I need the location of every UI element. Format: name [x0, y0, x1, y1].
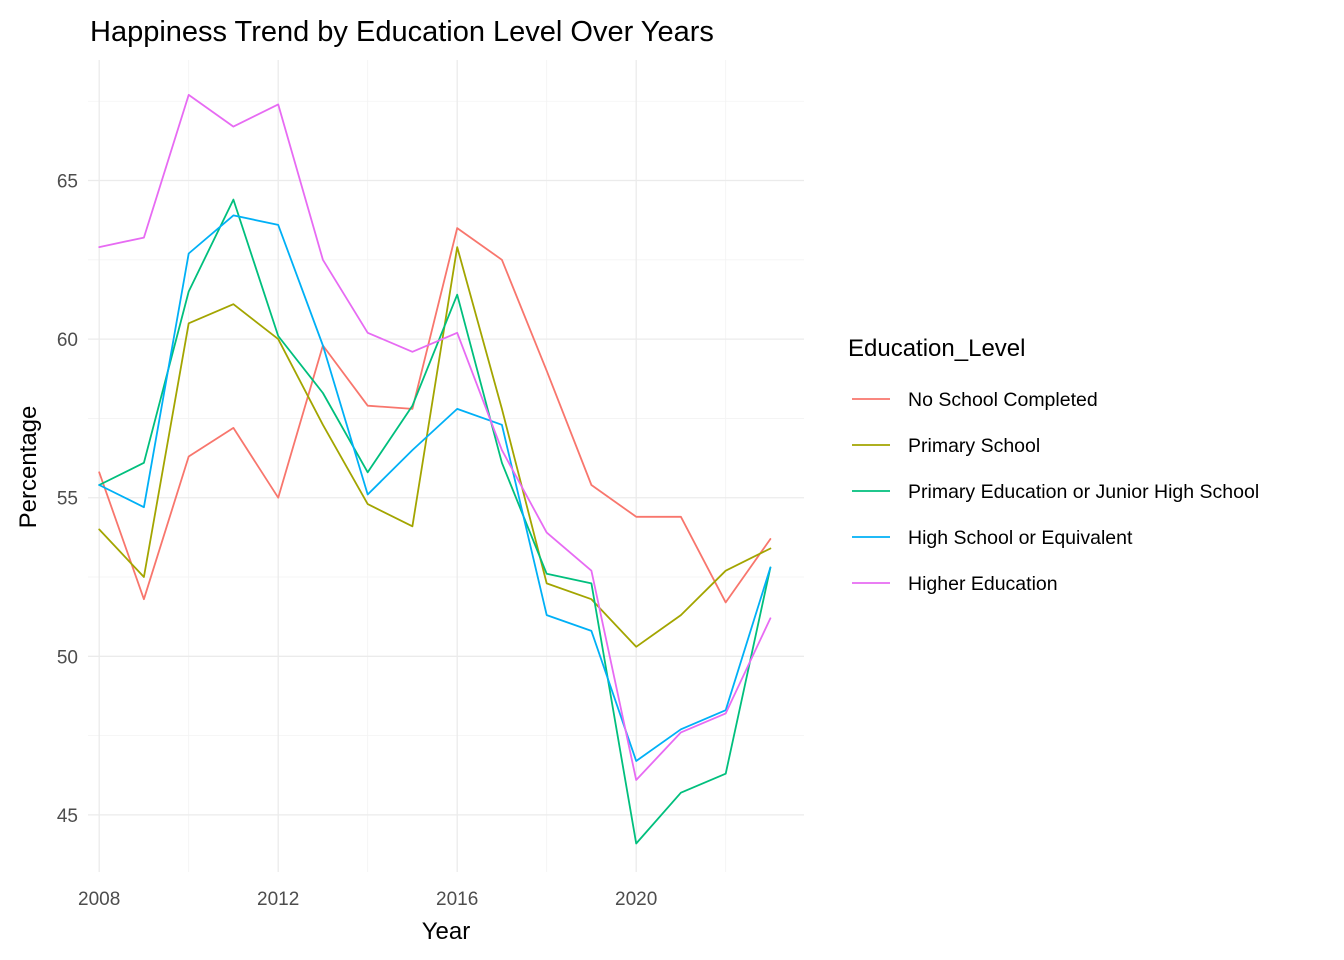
- legend: Education_Level No School Completed Prima…: [848, 335, 1259, 595]
- y-tick-label: 50: [57, 647, 78, 668]
- y-tick-label: 60: [57, 330, 78, 351]
- x-tick-label: 2016: [436, 889, 478, 910]
- legend-label-no-school-completed: No School Completed: [908, 389, 1098, 411]
- legend-label-primary-education-or-junior-high-school: Primary Education or Junior High School: [908, 481, 1259, 503]
- legend-label-primary-school: Primary School: [908, 435, 1040, 457]
- x-tick-label: 2020: [615, 889, 657, 910]
- y-tick-label: 55: [57, 489, 78, 510]
- legend-label-higher-education: Higher Education: [908, 573, 1058, 595]
- series-line-primary-education-or-junior-high-school: [98, 198, 772, 845]
- legend-label-high-school-or-equivalent: High School or Equivalent: [908, 527, 1133, 549]
- series-line-higher-education: [98, 94, 772, 781]
- x-tick-label: 2008: [78, 889, 120, 910]
- series-line-primary-school: [98, 246, 772, 648]
- x-tick-label: 2012: [257, 889, 299, 910]
- series-line-high-school-or-equivalent: [98, 214, 772, 762]
- y-axis-ticks: 45 50 55 60 65: [57, 172, 78, 827]
- series-line-no-school-completed: [98, 227, 772, 604]
- y-tick-label: 45: [57, 806, 78, 827]
- y-axis-title: Percentage: [15, 406, 42, 529]
- legend-title: Education_Level: [848, 335, 1025, 362]
- x-axis-title: Year: [422, 918, 471, 945]
- x-axis-ticks: 2008 2012 2016 2020: [78, 889, 657, 910]
- y-tick-label: 65: [57, 172, 78, 193]
- chart-title: Happiness Trend by Education Level Over …: [90, 16, 714, 48]
- grid: [88, 60, 804, 872]
- series-lines: [98, 94, 772, 845]
